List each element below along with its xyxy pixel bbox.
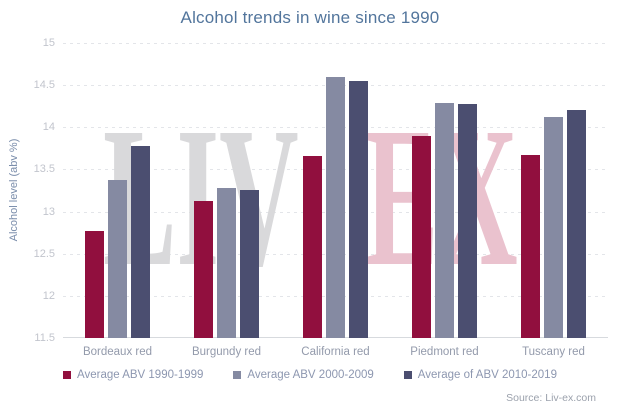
gridline bbox=[63, 43, 608, 44]
y-tick-label: 15 bbox=[42, 37, 55, 49]
legend-label: Average ABV 2000-2009 bbox=[247, 369, 374, 381]
bar-group-piedmont-red bbox=[390, 102, 499, 338]
y-tick-label: 13 bbox=[42, 205, 55, 218]
chart-title: Alcohol trends in wine since 1990 bbox=[180, 8, 440, 27]
bar bbox=[108, 180, 127, 338]
legend-swatch bbox=[63, 371, 72, 379]
x-category-label: Tuscany red bbox=[522, 346, 585, 358]
y-tick-label: 14.5 bbox=[33, 79, 55, 92]
legend-label: Average of ABV 2010-2019 bbox=[417, 369, 557, 381]
bar bbox=[349, 80, 368, 338]
legend: Average ABV 1990-1999 Average ABV 2000-20… bbox=[0, 369, 620, 381]
legend-item: Average ABV 1990-1999 bbox=[63, 369, 203, 381]
bar bbox=[85, 230, 104, 338]
bar bbox=[131, 145, 150, 338]
x-category-label: Burgundy red bbox=[191, 346, 262, 358]
x-category-label: Piedmont red bbox=[410, 346, 479, 358]
bar bbox=[326, 76, 345, 338]
bar bbox=[303, 155, 322, 338]
source-credit: Source: Liv-ex.com bbox=[506, 392, 596, 404]
y-tick-label: 14 bbox=[42, 121, 55, 134]
bar bbox=[194, 201, 213, 338]
legend-swatch bbox=[233, 371, 242, 379]
y-tick-label: 12 bbox=[42, 289, 55, 302]
legend-swatch bbox=[403, 371, 412, 379]
bar bbox=[412, 135, 431, 338]
bar-group-california-red bbox=[281, 76, 390, 338]
plot-area bbox=[63, 43, 608, 338]
y-tick-label: 11.5 bbox=[34, 332, 55, 344]
y-axis-title: Alcohol level (abv %) bbox=[8, 138, 20, 242]
legend-label: Average ABV 1990-1999 bbox=[77, 369, 204, 381]
bar bbox=[240, 189, 259, 338]
bar bbox=[458, 103, 477, 338]
bar bbox=[217, 187, 236, 338]
bar bbox=[435, 102, 454, 338]
y-tick-label: 12.5 bbox=[33, 247, 55, 260]
bar-group-burgundy-red bbox=[172, 187, 281, 338]
bar-group-tuscany-red bbox=[499, 110, 608, 338]
legend-item: Average of ABV 2010-2019 bbox=[403, 369, 557, 381]
bar bbox=[521, 155, 540, 338]
bar bbox=[567, 110, 586, 338]
x-category-label: California red bbox=[301, 346, 370, 358]
legend-item: Average ABV 2000-2009 bbox=[233, 369, 374, 381]
bar-group-bordeaux-red bbox=[63, 145, 172, 338]
y-tick-label: 13.5 bbox=[33, 163, 55, 176]
bar bbox=[544, 117, 563, 338]
x-category-label: Bordeaux red bbox=[82, 346, 153, 358]
